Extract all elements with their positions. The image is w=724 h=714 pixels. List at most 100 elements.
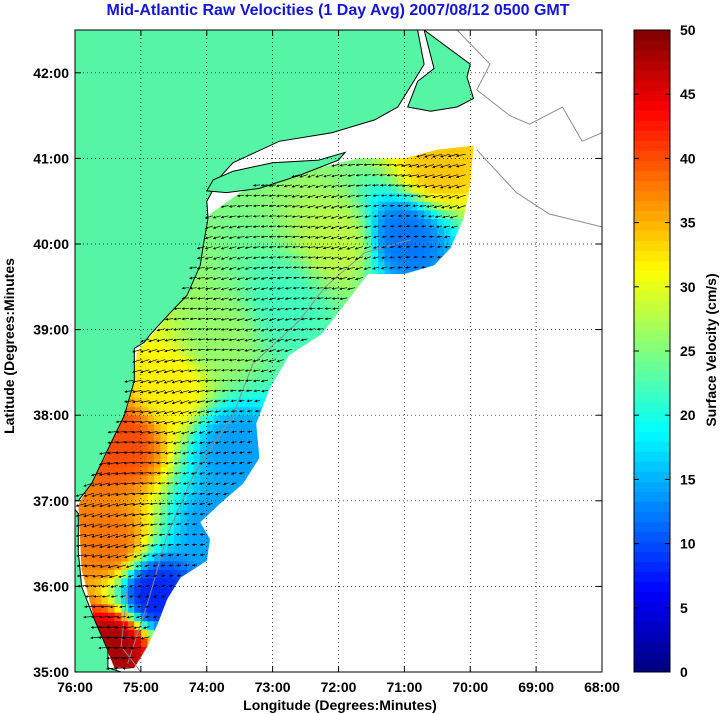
velocity-vector	[215, 482, 221, 486]
velocity-cell	[219, 483, 228, 493]
velocity-vector	[338, 235, 348, 240]
velocity-cell	[338, 209, 346, 219]
velocity-cell	[443, 158, 452, 168]
velocity-cell	[252, 269, 261, 279]
velocity-vector	[371, 163, 379, 167]
velocity-vector	[354, 246, 364, 250]
velocity-cell	[391, 235, 399, 245]
velocity-vector	[355, 163, 363, 167]
velocity-cell	[378, 158, 386, 168]
velocity-vector	[118, 574, 126, 578]
velocity-cell	[226, 209, 234, 219]
velocity-cell	[430, 252, 438, 262]
velocity-cell	[364, 158, 372, 168]
velocity-vector	[205, 327, 213, 331]
velocity-cell	[266, 269, 274, 279]
velocity-cell	[233, 201, 241, 211]
velocity-vector	[339, 174, 348, 178]
velocity-cell	[331, 209, 340, 219]
velocity-vector	[307, 256, 316, 259]
velocity-vector	[220, 338, 229, 341]
velocity-cell	[404, 192, 412, 202]
velocity-cell	[285, 286, 293, 296]
velocity-vector	[330, 256, 340, 260]
bathymetry-contour	[476, 149, 602, 228]
velocity-cell	[345, 167, 353, 177]
velocity-cell	[160, 552, 168, 562]
velocity-vector	[182, 471, 190, 475]
velocity-vector	[212, 235, 221, 240]
velocity-vector	[236, 338, 245, 342]
velocity-vector	[252, 297, 261, 301]
velocity-vector	[236, 368, 245, 372]
velocity-cell	[378, 192, 386, 202]
velocity-cell	[187, 415, 195, 425]
velocity-vector	[236, 256, 245, 260]
velocity-vector	[331, 164, 340, 167]
velocity-cell	[285, 192, 293, 202]
velocity-vector	[213, 348, 221, 352]
velocity-cell	[345, 158, 353, 168]
velocity-cell	[272, 226, 280, 237]
velocity-vector	[183, 492, 190, 495]
velocity-cell	[114, 629, 122, 639]
velocity-cell	[371, 226, 379, 237]
velocity-vector	[148, 348, 158, 353]
velocity-cell	[160, 577, 168, 587]
velocity-vector	[268, 359, 276, 363]
velocity-vector	[238, 399, 245, 403]
velocity-cell	[457, 184, 465, 194]
velocity-vector	[252, 307, 261, 311]
velocity-cell	[206, 278, 214, 288]
velocity-vector	[252, 214, 261, 218]
velocity-cell	[121, 620, 129, 630]
velocity-vector	[300, 286, 308, 290]
velocity-cell	[134, 543, 142, 553]
velocity-vector	[380, 183, 387, 187]
velocity-cell	[180, 321, 188, 331]
velocity-vector	[171, 390, 182, 394]
velocity-vector	[260, 318, 269, 322]
velocity-cell	[134, 415, 142, 425]
velocity-cell	[147, 449, 155, 459]
velocity-vector	[176, 553, 182, 557]
velocity-vector	[252, 338, 261, 342]
velocity-cell	[351, 218, 359, 228]
velocity-vector	[228, 215, 237, 219]
velocity-vector	[420, 214, 427, 218]
velocity-vector	[158, 502, 166, 506]
velocity-cell	[127, 595, 135, 605]
velocity-vector	[236, 348, 245, 352]
velocity-cell	[318, 261, 326, 271]
velocity-cell	[94, 466, 102, 476]
velocity-vector	[338, 215, 348, 219]
velocity-cell	[285, 226, 293, 237]
velocity-cell	[193, 389, 201, 399]
velocity-cell	[200, 423, 208, 433]
velocity-vector	[181, 431, 190, 435]
velocity-vector	[236, 204, 245, 208]
velocity-cell	[424, 209, 432, 219]
velocity-cell	[213, 466, 221, 476]
velocity-cell	[417, 252, 425, 262]
velocity-cell	[430, 209, 438, 219]
velocity-vector	[115, 523, 126, 528]
velocity-cell	[213, 389, 221, 399]
velocity-cell	[134, 398, 142, 408]
velocity-vector	[153, 574, 158, 578]
velocity-cell	[318, 184, 326, 194]
velocity-vector	[199, 492, 205, 496]
velocity-vector	[149, 502, 158, 506]
velocity-cell	[417, 167, 425, 177]
velocity-cell	[312, 321, 320, 331]
velocity-vector	[123, 503, 134, 507]
velocity-cell	[140, 440, 149, 451]
velocity-vector	[221, 389, 229, 393]
velocity-cell	[140, 398, 149, 408]
velocity-cell	[285, 278, 293, 288]
velocity-cell	[206, 372, 214, 382]
velocity-vector	[197, 420, 205, 424]
velocity-vector	[323, 194, 332, 199]
velocity-vector	[355, 215, 363, 219]
velocity-vector	[189, 307, 197, 310]
